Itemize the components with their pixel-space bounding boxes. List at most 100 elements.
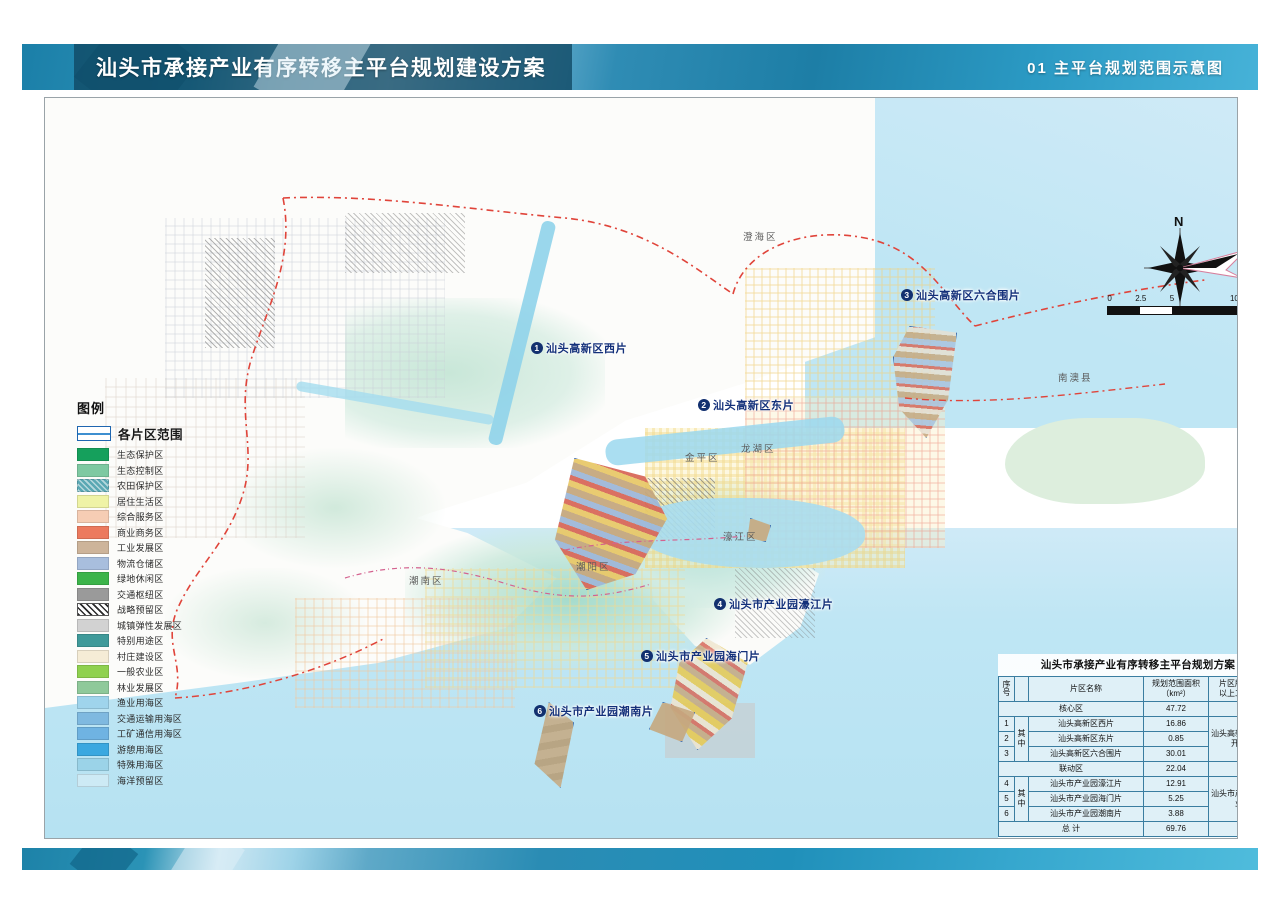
legend-item: 综合服务区: [77, 510, 195, 523]
site-marker-5: 5: [641, 650, 653, 662]
site-label-1[interactable]: 1 汕头高新区西片: [531, 340, 627, 356]
strategic-reserve-hatch-north: [345, 213, 465, 273]
legend-swatch: [77, 711, 109, 725]
legend-swatch: [77, 758, 109, 771]
sheet-label: 01 主平台规划范围示意图: [1027, 59, 1224, 77]
site-label-text: 汕头市产业园濠江片: [729, 599, 834, 611]
total-park-empty: [1208, 821, 1237, 837]
legend-swatch: [77, 494, 109, 508]
row-area: 30.01: [1143, 746, 1209, 762]
district-label: 濠江区: [723, 532, 758, 543]
row-qizhong-link: 其中: [1014, 776, 1029, 822]
site-label-text: 汕头高新区西片: [546, 343, 628, 355]
compass-north-label: N: [1174, 214, 1184, 229]
legend-swatch: [77, 463, 109, 477]
group-park-link-empty: [1208, 761, 1237, 777]
plan-table-note: 注：表中园区规划范围为园区实体范围面积。规划园区实体范围为剔除永久基本农田、生态…: [998, 837, 1237, 838]
site-label-text: 汕头高新区六合围片: [916, 290, 1021, 302]
legend-item: 农田保护区: [77, 479, 195, 492]
district-label: 潮南区: [409, 576, 444, 587]
district-label: 金平区: [685, 453, 720, 464]
urban-fabric-chaonan: [295, 598, 515, 708]
footer-band: [22, 848, 1258, 870]
legend-swatch: [77, 587, 109, 601]
legend-label-extent: 各片区范围: [118, 428, 184, 442]
scale-bar-graphic: [1107, 306, 1237, 315]
row-area: 0.85: [1143, 731, 1209, 747]
legend-swatch: [77, 665, 109, 678]
legend-swatch: [77, 556, 109, 570]
legend-label: 渔业用海区: [117, 698, 164, 708]
legend-item: 渔业用海区: [77, 696, 195, 709]
row-name: 汕头高新区六合围片: [1028, 746, 1144, 762]
legend-item: 居住生活区: [77, 494, 195, 508]
header-band: 汕头市承接产业有序转移主平台规划建设方案 01 主平台规划范围示意图: [22, 44, 1258, 90]
legend-swatch: [77, 541, 109, 554]
legend-item: 物流仓储区: [77, 556, 195, 570]
scale-tick: 2.5: [1135, 294, 1147, 303]
plan-table-title: 汕头市承接产业有序转移主平台规划方案: [1040, 659, 1236, 671]
district-label: 潮阳区: [576, 562, 611, 573]
legend-swatch: [77, 727, 109, 740]
map-canvas: 澄海区 龙湖区 金平区 濠江区 潮阳区 潮南区 南澳县 1 汕头高新区西片 2 …: [45, 98, 1237, 838]
scale-bar: 0 2.5 5 10 km: [1107, 294, 1237, 315]
legend-label: 工矿通信用海区: [117, 729, 183, 739]
group-area-core: 47.72: [1143, 701, 1209, 717]
total-area: 69.76: [1143, 821, 1209, 837]
legend-swatch: [77, 448, 109, 461]
site-marker-6: 6: [534, 705, 546, 717]
legend-swatch: [77, 510, 109, 523]
scale-seg: [1140, 307, 1172, 314]
legend-panel: 图例 各片区范围 生态保护区 生态控制区 农田保护区 居住生活区: [77, 398, 195, 789]
legend-item: 工业发展区: [77, 541, 195, 554]
site-marker-3: 3: [901, 289, 913, 301]
row-area: 3.88: [1143, 806, 1209, 822]
legend-label: 居住生活区: [117, 496, 164, 507]
legend-title: 图例: [77, 401, 106, 416]
row-no: 6: [998, 806, 1015, 822]
table-row: 1 其中 汕头高新区西片 16.86 汕头高新技术产业开发区: [998, 716, 1237, 762]
legend-swatch: [77, 525, 109, 539]
legend-label: 综合服务区: [117, 512, 164, 522]
legend-label: 交通枢纽区: [117, 589, 164, 600]
row-park-core: 汕头高新技术产业开发区: [1208, 716, 1237, 762]
row-area: 16.86: [1143, 716, 1209, 732]
legend-label: 交通运输用海区: [117, 713, 183, 724]
table-group-row-core: 核心区 47.72: [998, 701, 1237, 717]
header-name: 片区名称: [1028, 676, 1144, 702]
header-area-line1: 规划范围面积: [1152, 679, 1200, 688]
row-no: 4: [998, 776, 1015, 792]
scale-tick: 0: [1107, 294, 1112, 303]
group-park-core-empty: [1208, 701, 1237, 717]
legend-label: 特别用途区: [117, 636, 164, 646]
site-label-2[interactable]: 2 汕头高新区东片: [698, 397, 794, 413]
legend-label: 生态控制区: [117, 465, 164, 476]
row-no: 1: [998, 716, 1015, 732]
map-frame[interactable]: 澄海区 龙湖区 金平区 濠江区 潮阳区 潮南区 南澳县 1 汕头高新区西片 2 …: [44, 97, 1238, 839]
eco-zone-north: [345, 298, 605, 448]
land-nanao-island: [1005, 418, 1205, 504]
legend-item: 交通运输用海区: [77, 711, 195, 725]
table-total-row: 总 计 69.76: [998, 821, 1237, 837]
site-label-4[interactable]: 4 汕头市产业园濠江片: [714, 596, 833, 612]
site-label-5[interactable]: 5 汕头市产业园海门片: [641, 648, 760, 664]
group-area-link: 22.04: [1143, 761, 1209, 777]
legend-item: 一般农业区: [77, 665, 195, 678]
site-label-text: 汕头高新区东片: [713, 400, 795, 412]
site-label-3[interactable]: 3 汕头高新区六合围片: [901, 287, 1020, 303]
legend-label: 工业发展区: [117, 543, 164, 553]
legend-label: 林业发展区: [117, 682, 164, 693]
row-no: 5: [998, 791, 1015, 807]
group-label-link: 联动区: [998, 761, 1144, 777]
legend-swatch: [77, 696, 109, 709]
row-name: 汕头市产业园海门片: [1028, 791, 1144, 807]
header-park-line1: 片区所属省级: [1219, 679, 1237, 688]
legend-label: 绿地休闲区: [117, 574, 164, 584]
legend-item: 绿地休闲区: [77, 572, 195, 585]
legend-item: 林业发展区: [77, 680, 195, 694]
site-label-6[interactable]: 6 汕头市产业园潮南片: [534, 703, 653, 719]
legend-label: 城镇弹性发展区: [117, 620, 183, 631]
row-area: 12.91: [1143, 776, 1209, 792]
compass-rose: N: [1130, 214, 1237, 326]
row-name: 汕头市产业园濠江片: [1028, 776, 1144, 792]
